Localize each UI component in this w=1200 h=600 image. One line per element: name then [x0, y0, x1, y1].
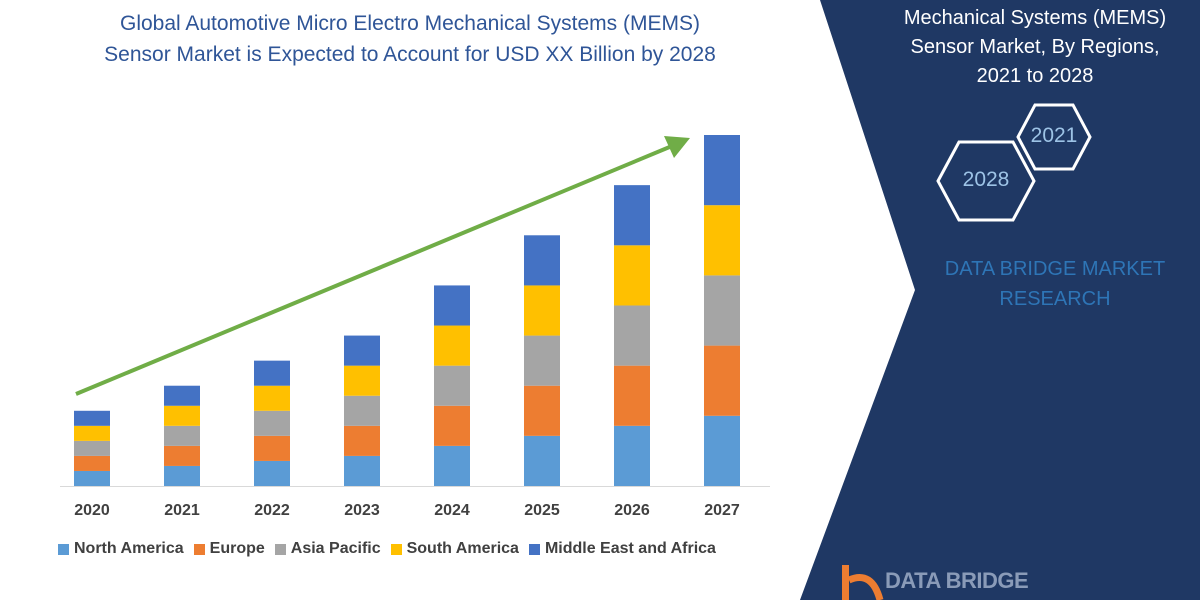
hexagon-2021-label: 2021 — [1030, 124, 1078, 147]
logo-text: DATA BRIDGE — [885, 568, 1029, 593]
bar-2027-middle-east-and-africa — [704, 135, 740, 206]
legend-label: Asia Pacific — [290, 540, 381, 557]
bar-2020-europe — [74, 455, 110, 471]
legend-label: South America — [406, 540, 519, 557]
legend-item: South America — [390, 540, 519, 558]
bar-2022-north-america — [254, 460, 290, 486]
bar-2020-asia-pacific — [74, 440, 110, 456]
bar-2025-middle-east-and-africa — [524, 235, 560, 286]
x-tick-label: 2023 — [344, 502, 380, 519]
bar-2027-europe — [704, 345, 740, 416]
bar-2026-north-america — [614, 425, 650, 486]
bar-2021-south-america — [164, 405, 200, 426]
bar-2022-europe — [254, 435, 290, 461]
bar-2020-middle-east-and-africa — [74, 410, 110, 426]
bar-2023-north-america — [344, 455, 380, 486]
x-tick-label: 2021 — [164, 502, 200, 519]
legend-item: Europe — [193, 540, 265, 558]
legend-swatch — [390, 543, 402, 555]
legend-swatch — [58, 543, 69, 555]
x-tick-label: 2022 — [254, 502, 290, 519]
side-title-line-2: Sensor Market, By Regions, — [910, 36, 1160, 58]
hexagon-2028-label: 2028 — [962, 168, 1010, 191]
bar-2020-north-america — [74, 470, 110, 486]
bar-2027-south-america — [704, 205, 740, 276]
x-tick-label: 2020 — [74, 502, 110, 519]
bar-2023-middle-east-and-africa — [344, 335, 380, 366]
x-tick-label: 2026 — [614, 502, 650, 519]
legend-item: Middle East and Africa — [528, 540, 716, 558]
bar-2027-asia-pacific — [704, 275, 740, 346]
bar-2021-middle-east-and-africa — [164, 385, 200, 406]
hexagon-2028 — [936, 140, 1036, 222]
bar-2022-middle-east-and-africa — [254, 360, 290, 386]
x-tick-label: 2025 — [524, 502, 560, 519]
bar-2020-south-america — [74, 425, 110, 441]
bar-2023-asia-pacific — [344, 395, 380, 426]
bar-2025-asia-pacific — [524, 335, 560, 386]
legend-label: North America — [74, 540, 184, 557]
x-tick-label: 2024 — [434, 502, 470, 519]
bar-2026-middle-east-and-africa — [614, 185, 650, 246]
brand-line-2: RESEARCH — [999, 288, 1111, 310]
bar-2025-europe — [524, 385, 560, 436]
brand-line-1: DATA BRIDGE MARKET — [944, 258, 1166, 280]
title-line-2: Sensor Market is Expected to Account for… — [104, 43, 716, 66]
title-line-1: Global Automotive Micro Electro Mechanic… — [119, 12, 700, 35]
bar-2024-europe — [434, 405, 470, 446]
bar-2024-middle-east-and-africa — [434, 285, 470, 326]
bar-2023-south-america — [344, 365, 380, 396]
bar-2026-asia-pacific — [614, 305, 650, 366]
brand-text: DATA BRIDGE MARKET RESEARCH — [900, 254, 1200, 314]
legend: North America Europe Asia Pacific South Ame… — [58, 540, 716, 558]
bar-2027-north-america — [704, 415, 740, 486]
bar-2023-europe — [344, 425, 380, 456]
legend-item: Asia Pacific — [274, 540, 381, 558]
bar-2021-north-america — [164, 465, 200, 486]
side-title-line-1: Mechanical Systems (MEMS) — [903, 7, 1167, 29]
hexagon-2021 — [1016, 103, 1092, 171]
bar-2025-south-america — [524, 285, 560, 336]
bar-2022-asia-pacific — [254, 410, 290, 436]
legend-label: Middle East and Africa — [544, 540, 716, 557]
logo-icon — [842, 565, 884, 600]
bar-2021-europe — [164, 445, 200, 466]
legend-label: Europe — [209, 540, 265, 557]
legend-swatch — [193, 543, 205, 555]
bar-2022-south-america — [254, 385, 290, 411]
legend-swatch — [274, 543, 286, 555]
side-title-line-3: 2021 to 2028 — [976, 65, 1094, 87]
bar-2025-north-america — [524, 435, 560, 486]
legend-item: North America — [58, 540, 184, 558]
trend-arrow — [75, 136, 690, 396]
legend-swatch — [528, 543, 540, 555]
bar-2024-south-america — [434, 325, 470, 366]
bar-2024-asia-pacific — [434, 365, 470, 406]
chart-title: Global Automotive Micro Electro Mechanic… — [40, 8, 780, 70]
bar-2026-europe — [614, 365, 650, 426]
side-panel-title: Mechanical Systems (MEMS) Sensor Market,… — [850, 4, 1200, 91]
x-tick-label: 2027 — [704, 502, 740, 519]
side-panel — [800, 0, 1200, 600]
bar-2021-asia-pacific — [164, 425, 200, 446]
bar-2024-north-america — [434, 445, 470, 486]
stacked-bar-chart — [60, 135, 770, 487]
bar-2026-south-america — [614, 245, 650, 306]
